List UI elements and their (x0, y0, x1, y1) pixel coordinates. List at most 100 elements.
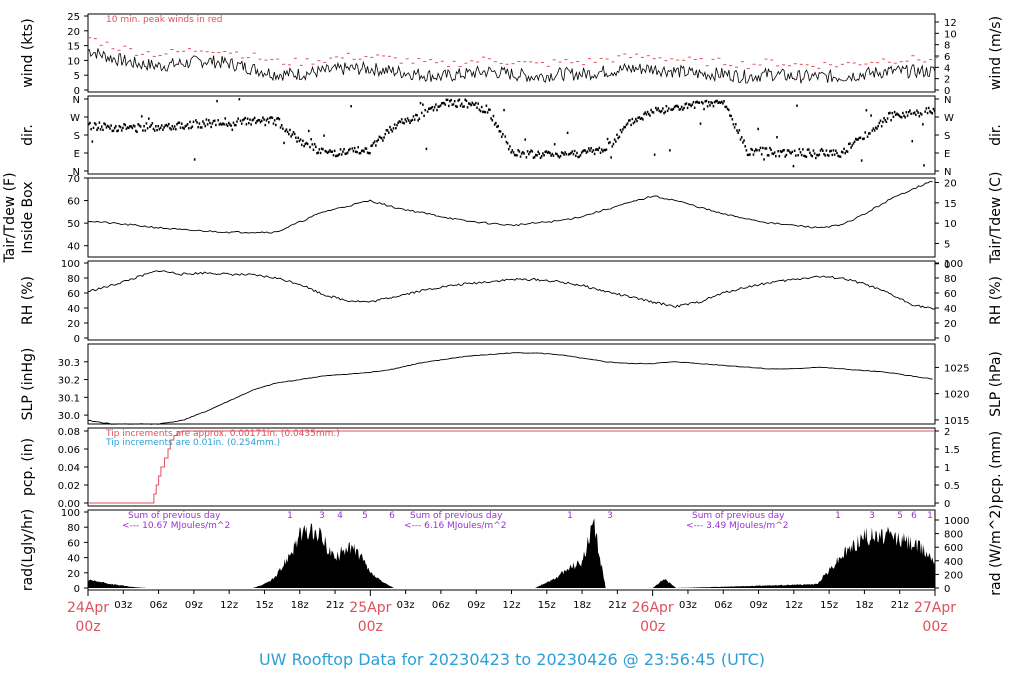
dir-point (532, 156, 535, 159)
dir-point (891, 111, 894, 115)
dir-point (809, 151, 811, 154)
dir-point (107, 125, 110, 128)
rad-marker: 3 (869, 511, 875, 521)
dir-point (497, 124, 499, 128)
dir-point (120, 129, 123, 132)
dir-point (726, 107, 729, 111)
wind-ytick-right-label: 4 (944, 63, 950, 74)
x-day-date: 25Apr (349, 600, 391, 616)
dir-point (490, 117, 492, 120)
dir-point (878, 121, 881, 125)
dir-point (110, 124, 112, 127)
dir-point (260, 119, 263, 123)
dir-point (720, 100, 723, 103)
rad-marker: 1 (287, 511, 293, 521)
wind-ytick-left-label: 20 (67, 27, 80, 38)
dir-point (163, 126, 165, 129)
dir-point (775, 154, 777, 158)
dir-point (529, 150, 531, 154)
rad-ytick-right-label: 0 (944, 584, 950, 595)
dir-point (276, 117, 278, 120)
dir-point (869, 132, 871, 135)
dir-point (673, 105, 676, 109)
dir-point (760, 153, 763, 156)
dir-point (582, 150, 584, 153)
dir-point (566, 131, 569, 135)
dir-point (931, 112, 934, 115)
x-tick-label: 06z (714, 600, 732, 611)
temp-ytick-right-label: 10 (944, 219, 957, 230)
dir-point (842, 151, 844, 154)
dir-point (371, 144, 374, 147)
dir-point (622, 128, 624, 131)
dir-point (222, 122, 224, 125)
x-day-hour: 00z (640, 619, 665, 635)
dir-point (116, 129, 118, 133)
x-tick-label: 03z (397, 600, 415, 611)
dir-point (597, 148, 599, 152)
dir-point (126, 126, 129, 129)
dir-point (479, 109, 482, 113)
dir-point (915, 113, 917, 116)
dir-point (353, 146, 356, 150)
rad-ytick-right-label: 800 (944, 530, 963, 541)
dir-point (663, 111, 665, 115)
dir-point (536, 154, 538, 157)
dir-point (759, 146, 762, 150)
dir-point (113, 126, 116, 130)
x-tick-label: 21z (326, 600, 344, 611)
dir-point (213, 119, 216, 122)
dir-point (203, 122, 205, 125)
dir-point (185, 124, 188, 127)
rad-ytick-right-label: 200 (944, 570, 963, 581)
dir-point (830, 149, 832, 153)
dir-point (218, 123, 221, 126)
dir-point (629, 119, 631, 122)
rh-series (87, 270, 936, 310)
dir-point (580, 151, 583, 154)
dir-point (531, 150, 534, 153)
dir-point (829, 150, 831, 153)
dir-point (142, 129, 144, 132)
pcp-ytick-left-label: 0.04 (58, 463, 80, 474)
rh-ytick-left-label: 0 (74, 334, 80, 345)
dir-point (206, 123, 209, 126)
temp-left-label2: Inside Box (20, 181, 36, 253)
dir-point (373, 140, 376, 143)
dir-point (491, 119, 494, 122)
dir-point (764, 147, 767, 150)
dir-point (333, 149, 336, 153)
dir-point (845, 149, 848, 153)
dir-point (472, 103, 475, 106)
dir-point (782, 149, 784, 152)
dir-point (387, 131, 390, 134)
dir-point (611, 145, 614, 148)
dir-point (156, 128, 158, 132)
dir-point (351, 147, 354, 150)
dir-point (183, 127, 185, 130)
dir-point (706, 105, 709, 108)
dir-point (438, 105, 441, 108)
dir-point (719, 101, 722, 104)
rad-marker: 1 (835, 511, 841, 521)
dir-point (671, 108, 674, 111)
dir-point (704, 100, 707, 103)
x-day-date: 26Apr (632, 600, 674, 616)
dir-point (469, 102, 471, 106)
dir-point (900, 116, 903, 119)
dir-point (852, 142, 855, 145)
dir-point (727, 108, 730, 112)
dir-point (722, 102, 724, 105)
dir-point (575, 154, 577, 158)
dir-point (803, 154, 805, 158)
dir-point (423, 114, 425, 118)
dir-point (424, 108, 427, 112)
dir-point (730, 114, 732, 118)
dir-point (280, 124, 283, 127)
dir-point (90, 127, 92, 131)
dir-point (725, 105, 728, 109)
rh-ytick-left-label: 60 (67, 289, 80, 300)
dir-point (413, 118, 416, 121)
dir-point (264, 123, 267, 127)
